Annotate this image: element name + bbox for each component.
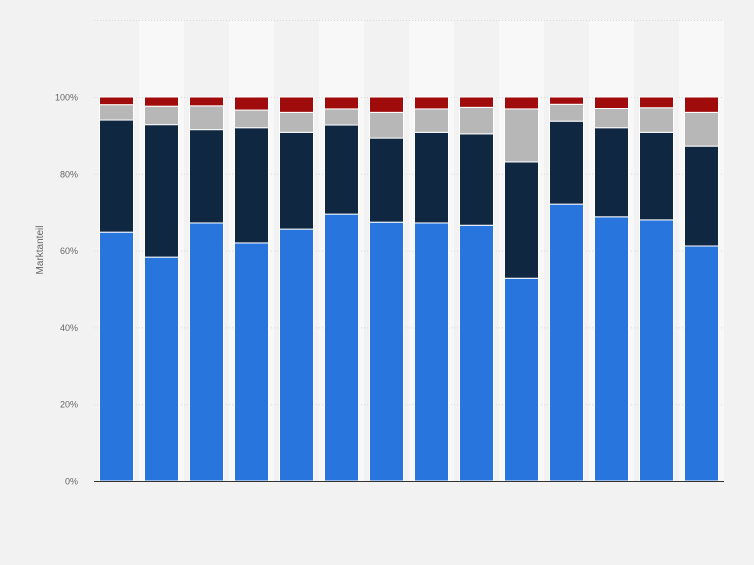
bar-segment-series-2[interactable] xyxy=(639,131,674,221)
bar-segment-series-2[interactable] xyxy=(684,145,719,247)
bar-segment-series-2[interactable] xyxy=(414,131,449,224)
bar-segment-series-1[interactable] xyxy=(549,203,584,482)
y-tick-label: 100% xyxy=(55,93,78,103)
bar-segment-series-3[interactable] xyxy=(459,106,494,135)
bar-segment-series-1[interactable] xyxy=(369,221,404,482)
bar-segment-series-3[interactable] xyxy=(504,108,539,163)
y-tick-label: 80% xyxy=(60,169,78,179)
bar-segment-series-2[interactable] xyxy=(504,161,539,279)
bar-segment-series-1[interactable] xyxy=(414,222,449,482)
y-axis-label: Marktanteil xyxy=(35,226,46,275)
bar-segment-series-3[interactable] xyxy=(369,111,404,139)
bar-segment-series-4[interactable] xyxy=(594,96,629,110)
bar-segment-series-1[interactable] xyxy=(459,224,494,482)
bar-segment-series-2[interactable] xyxy=(459,133,494,226)
bar-segment-series-1[interactable] xyxy=(684,245,719,482)
bar-segment-series-1[interactable] xyxy=(189,222,224,482)
bar-segment-series-3[interactable] xyxy=(234,109,269,129)
bar-segment-series-4[interactable] xyxy=(684,96,719,113)
bar-segment-series-4[interactable] xyxy=(639,96,674,109)
bar-segment-series-4[interactable] xyxy=(234,96,269,111)
bar-segment-series-3[interactable] xyxy=(684,111,719,147)
bar-segment-series-1[interactable] xyxy=(639,219,674,482)
y-tick-label: 20% xyxy=(60,400,78,410)
bar-segment-series-3[interactable] xyxy=(144,105,179,126)
bar-segment-series-3[interactable] xyxy=(549,103,584,122)
bar-segment-series-3[interactable] xyxy=(639,107,674,133)
bar-segment-series-4[interactable] xyxy=(144,96,179,107)
bar-segment-series-4[interactable] xyxy=(504,96,539,110)
y-tick-label: 40% xyxy=(60,323,78,333)
bar-segment-series-4[interactable] xyxy=(99,96,134,106)
bar-segment-series-3[interactable] xyxy=(99,104,134,121)
bar-segment-series-2[interactable] xyxy=(324,124,359,215)
bar-segment-series-2[interactable] xyxy=(234,127,269,244)
y-tick-label: 0% xyxy=(65,477,78,487)
bar-segment-series-2[interactable] xyxy=(594,127,629,218)
bar-segment-series-4[interactable] xyxy=(459,96,494,108)
bar-segment-series-2[interactable] xyxy=(144,124,179,258)
bars xyxy=(99,96,719,482)
y-tick-label: 60% xyxy=(60,246,78,256)
bar-segment-series-3[interactable] xyxy=(279,111,314,133)
bar-segment-series-2[interactable] xyxy=(369,137,404,223)
bar-segment-series-4[interactable] xyxy=(414,96,449,110)
bar-segment-series-4[interactable] xyxy=(549,96,584,105)
bar-segment-series-1[interactable] xyxy=(279,228,314,482)
bar-segment-series-3[interactable] xyxy=(594,108,629,129)
bar-segment-series-4[interactable] xyxy=(279,96,314,113)
bar-segment-series-1[interactable] xyxy=(324,213,359,482)
bar-segment-series-1[interactable] xyxy=(594,216,629,482)
y-axis-ticks: 0% 20% 40% 60% 80% 100% xyxy=(55,93,78,487)
bar-segment-series-3[interactable] xyxy=(189,105,224,131)
bar-segment-series-3[interactable] xyxy=(324,108,359,126)
bar-segment-series-1[interactable] xyxy=(144,256,179,482)
bar-segment-series-4[interactable] xyxy=(369,96,404,113)
bar-segment-series-2[interactable] xyxy=(549,120,584,205)
bar-segment-series-3[interactable] xyxy=(414,108,449,133)
bar-segment-series-2[interactable] xyxy=(189,129,224,224)
bar-segment-series-4[interactable] xyxy=(189,96,224,107)
bar-segment-series-1[interactable] xyxy=(234,242,269,482)
bar-segment-series-2[interactable] xyxy=(279,131,314,230)
bar-segment-series-4[interactable] xyxy=(324,96,359,110)
bar-segment-series-1[interactable] xyxy=(99,231,134,482)
bar-segment-series-1[interactable] xyxy=(504,277,539,482)
bar-segment-series-2[interactable] xyxy=(99,119,134,233)
